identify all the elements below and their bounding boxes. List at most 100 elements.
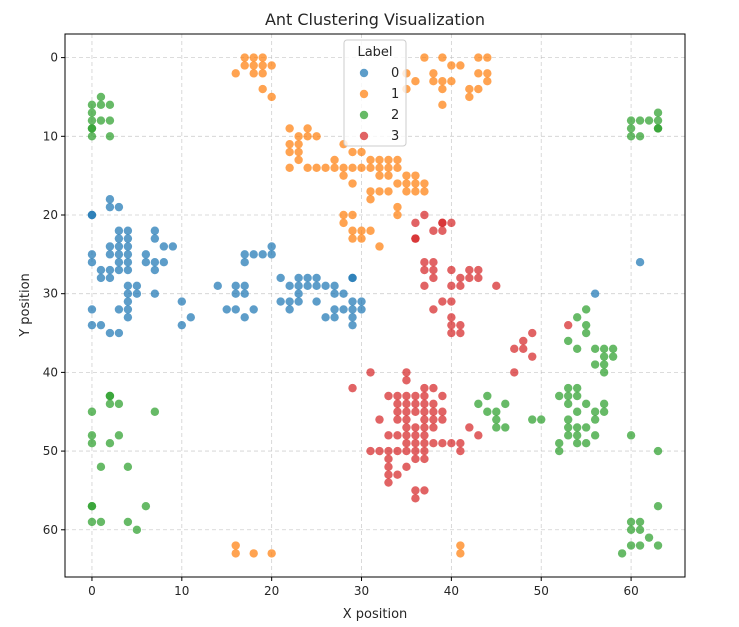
data-point <box>572 344 582 353</box>
data-point <box>132 289 142 298</box>
data-point <box>635 517 645 527</box>
data-point <box>114 226 124 235</box>
data-point <box>429 258 438 267</box>
data-point <box>429 423 438 432</box>
data-point <box>231 549 240 558</box>
data-point <box>438 77 447 86</box>
legend-marker-1 <box>359 89 369 99</box>
data-point <box>438 226 447 235</box>
data-point <box>411 187 420 196</box>
data-point <box>581 439 591 448</box>
data-point <box>393 407 402 416</box>
data-point <box>411 234 420 243</box>
data-point <box>429 383 438 393</box>
data-point <box>123 517 133 527</box>
data-point <box>348 305 357 314</box>
data-point <box>599 360 609 369</box>
data-point <box>303 163 312 172</box>
data-point <box>249 61 258 70</box>
data-point <box>114 328 124 338</box>
data-point <box>384 454 393 464</box>
data-point <box>105 328 115 338</box>
data-point <box>312 273 321 283</box>
data-point <box>635 541 645 550</box>
data-point <box>492 407 501 416</box>
x-tick-label: 40 <box>444 584 459 598</box>
data-point <box>267 92 276 102</box>
data-point <box>312 163 321 172</box>
data-point <box>563 399 573 409</box>
data-point <box>528 352 537 361</box>
data-point <box>402 423 411 432</box>
data-point <box>159 258 169 267</box>
data-point <box>123 226 133 235</box>
data-point <box>384 431 393 440</box>
data-point <box>474 69 483 78</box>
data-point <box>402 431 411 440</box>
data-point <box>303 273 312 283</box>
data-point <box>411 423 420 432</box>
x-tick-label: 0 <box>88 584 96 598</box>
data-point <box>348 234 357 243</box>
data-point <box>294 139 303 149</box>
data-point <box>447 297 456 306</box>
data-point <box>465 423 474 432</box>
data-point <box>456 61 465 70</box>
data-point <box>474 273 483 283</box>
data-point <box>375 242 384 251</box>
data-point <box>123 313 133 322</box>
legend-label-0: 0 <box>391 66 399 81</box>
data-point <box>563 415 573 424</box>
data-point <box>572 391 582 401</box>
data-point <box>590 415 600 424</box>
data-point <box>572 313 582 322</box>
data-point <box>456 439 465 448</box>
data-point <box>447 439 456 448</box>
data-point <box>420 265 429 275</box>
data-point <box>168 242 178 251</box>
data-point <box>483 391 492 401</box>
data-point <box>528 415 537 424</box>
data-point <box>339 305 348 314</box>
data-point <box>393 163 402 172</box>
data-point <box>231 289 240 298</box>
data-point <box>114 431 124 440</box>
data-point <box>626 517 636 527</box>
y-axis-label: Y position <box>18 273 33 338</box>
data-point <box>123 250 133 259</box>
data-point <box>114 265 124 275</box>
data-point <box>87 116 97 125</box>
legend-marker-2 <box>359 110 369 120</box>
data-point <box>87 517 97 527</box>
data-point <box>285 147 294 157</box>
data-point <box>258 61 267 70</box>
x-tick-label: 50 <box>534 584 549 598</box>
data-point <box>141 501 151 511</box>
data-point <box>132 281 142 291</box>
data-point <box>420 281 429 291</box>
data-point <box>213 281 222 291</box>
data-point <box>132 525 142 534</box>
data-point <box>114 250 124 259</box>
data-point <box>150 289 160 298</box>
x-axis-label: X position <box>343 607 408 622</box>
data-point <box>393 399 402 409</box>
data-point <box>626 541 636 550</box>
data-point <box>599 407 609 416</box>
data-point <box>384 470 393 479</box>
data-point <box>563 336 573 346</box>
data-point <box>303 281 312 291</box>
data-point <box>231 69 240 78</box>
data-point <box>429 77 438 86</box>
legend-label-1: 1 <box>391 87 399 102</box>
x-tick-label: 30 <box>354 584 369 598</box>
data-point <box>510 344 519 353</box>
data-point <box>483 69 492 78</box>
data-point <box>393 391 402 401</box>
data-point <box>150 234 160 243</box>
data-point <box>294 289 303 298</box>
data-point <box>572 383 582 393</box>
data-point <box>240 289 249 298</box>
y-tick-label: 20 <box>43 208 58 222</box>
data-point <box>528 328 537 338</box>
